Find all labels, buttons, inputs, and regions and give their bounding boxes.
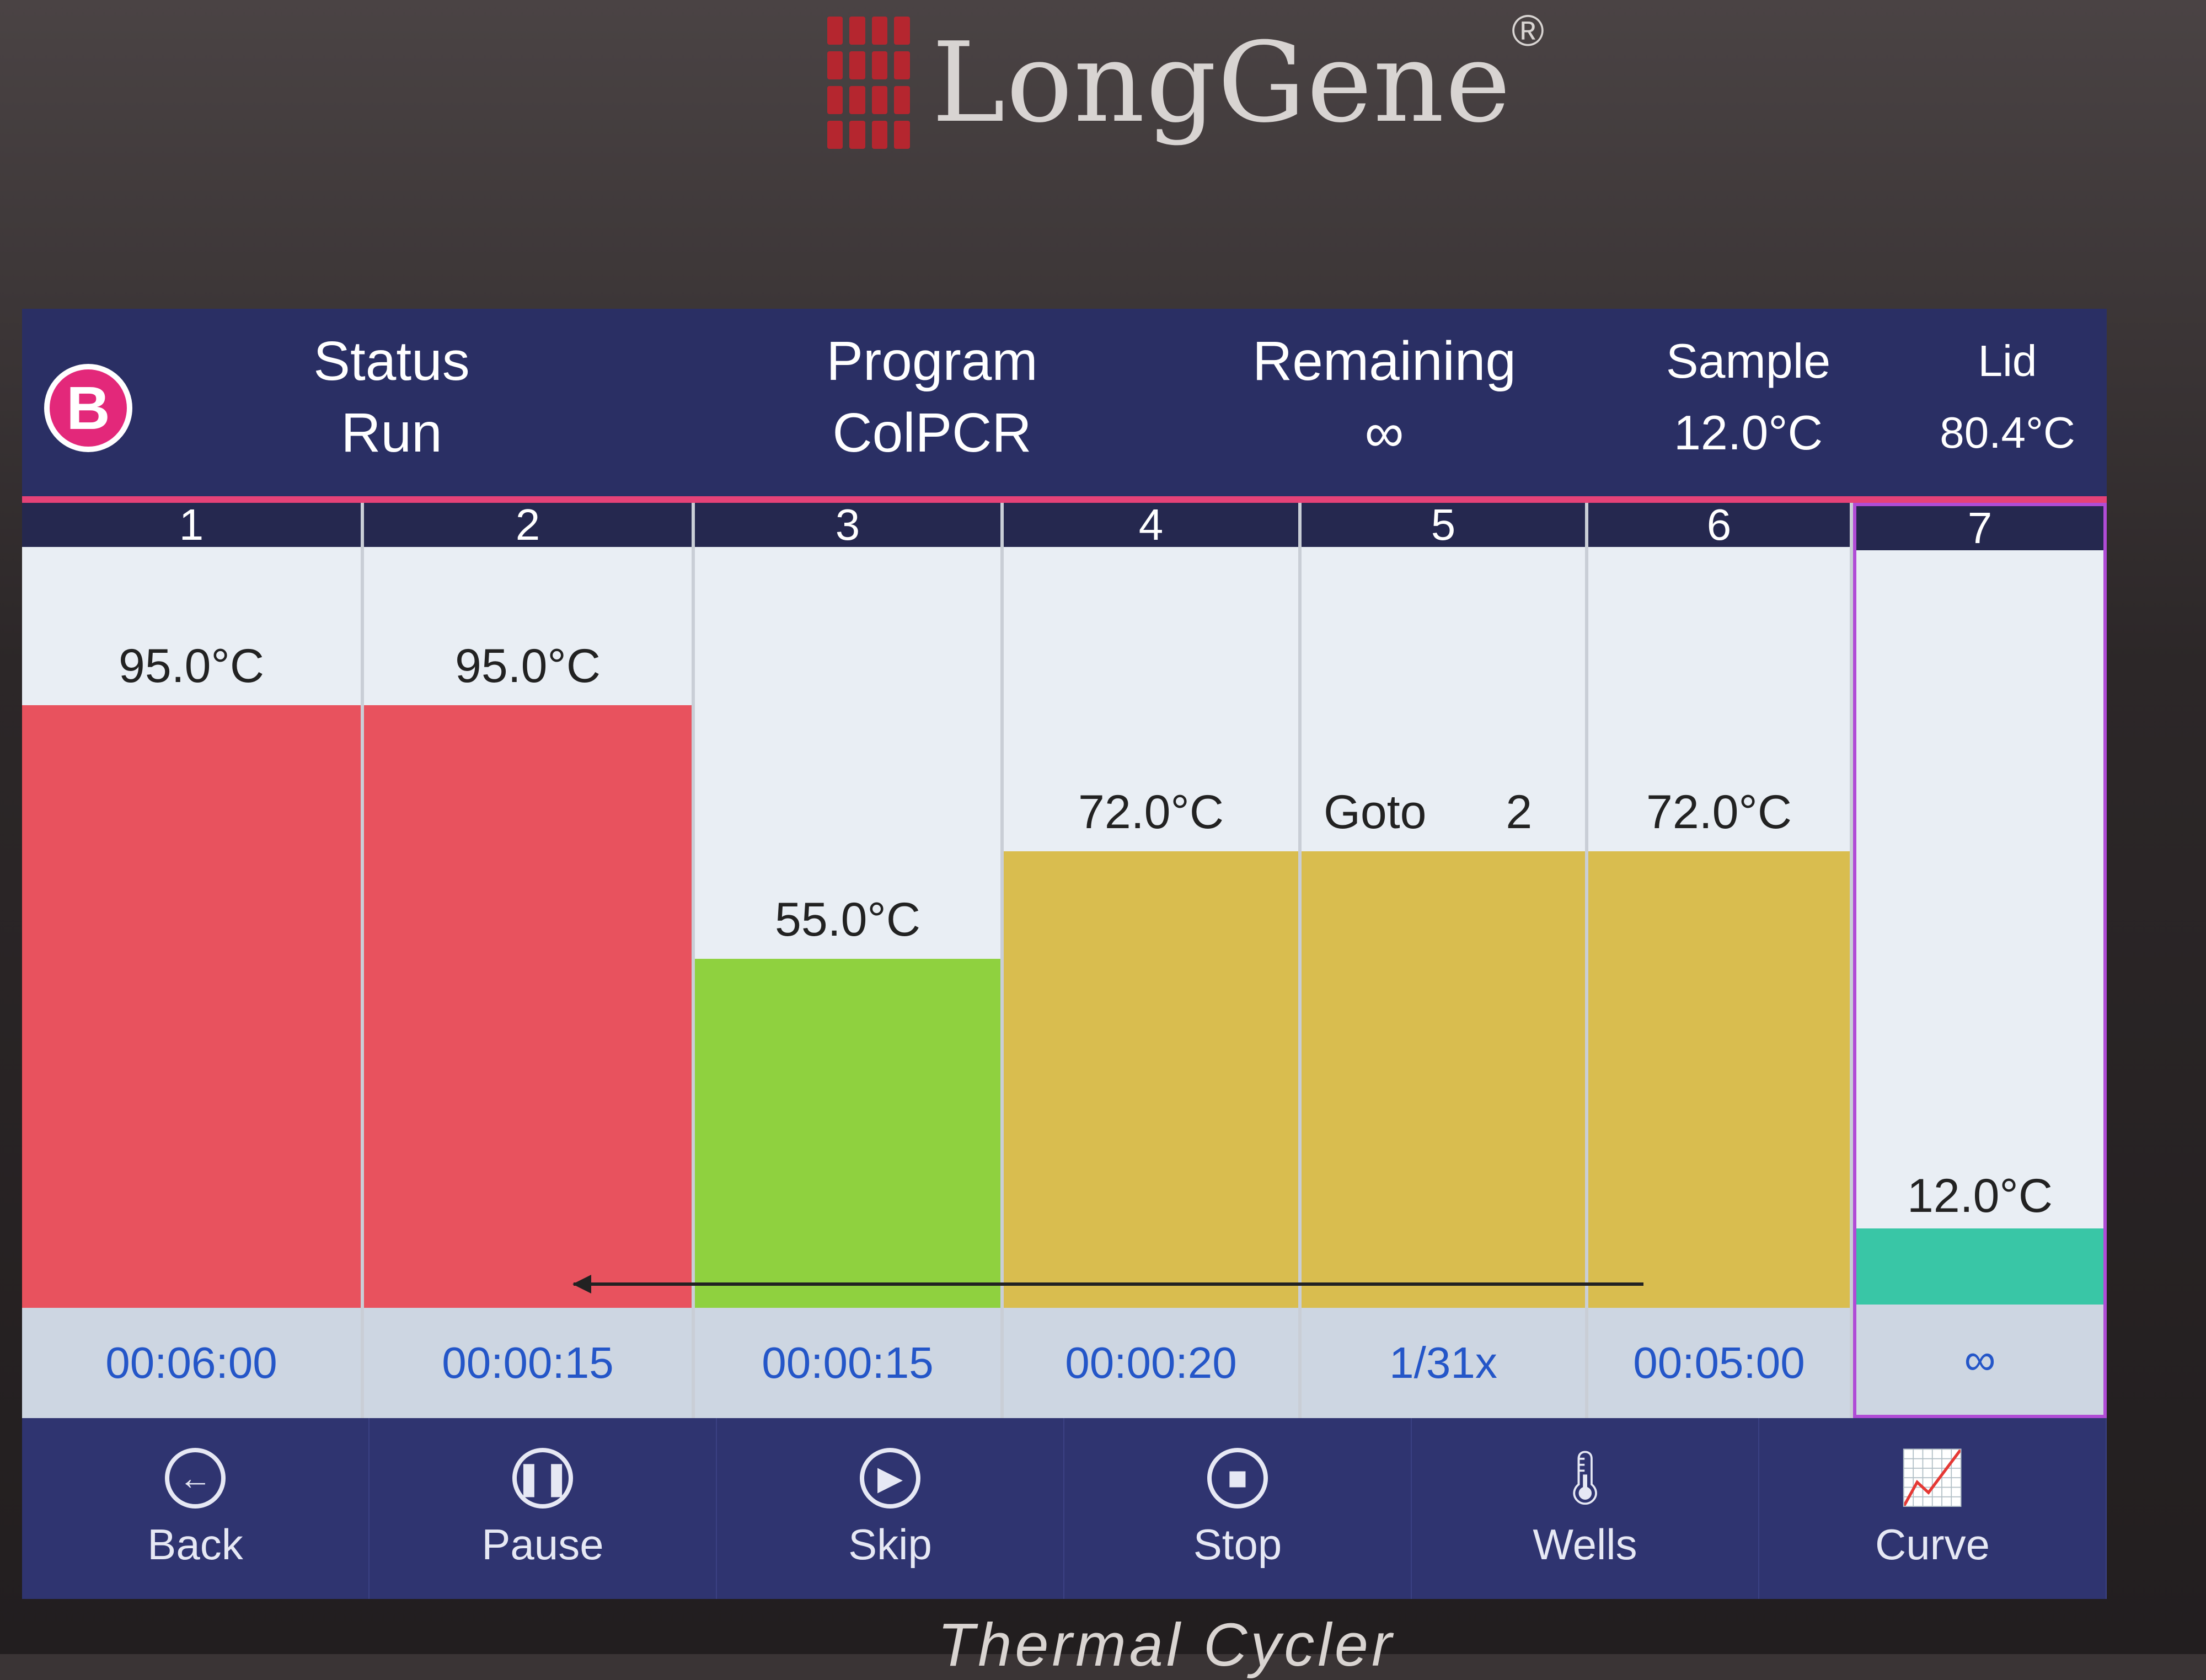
step-number: 4 — [1004, 500, 1298, 549]
brand-name: LongGene — [931, 18, 1512, 147]
step-4[interactable]: 4 72.0°C 00:00:20 — [1004, 500, 1302, 1418]
step-temperature: 95.0°C — [455, 640, 601, 693]
step-3[interactable]: 3 55.0°C 00:00:15 — [695, 500, 1004, 1418]
goto-instruction: Goto 2 — [1324, 785, 1532, 840]
wells-button-label: Wells — [1533, 1520, 1637, 1569]
program-value: ColPCR — [832, 402, 1032, 464]
brand-registered-mark: ® — [1512, 6, 1544, 55]
step-number: 1 — [22, 500, 361, 549]
goto-target-step: 2 — [1506, 786, 1533, 839]
remaining-block: Remaining ∞ — [1191, 325, 1577, 469]
step-temperature-fill — [1588, 851, 1850, 1308]
curve-button-label: Curve — [1875, 1520, 1990, 1569]
block-badge[interactable]: B — [44, 364, 132, 452]
step-temperature-fill — [1004, 851, 1298, 1308]
stop-button-label: Stop — [1193, 1520, 1282, 1569]
step-hold-time[interactable]: 00:00:15 — [695, 1308, 1000, 1418]
step-temperature-fill — [1856, 1228, 2103, 1305]
step-number: 2 — [364, 500, 692, 549]
play-icon: ▶ — [860, 1447, 920, 1509]
status-value: Run — [341, 402, 442, 464]
step-temperature-fill — [364, 705, 692, 1308]
back-button-label: Back — [147, 1520, 243, 1569]
pause-icon: ❚❚ — [512, 1447, 573, 1509]
back-arrow-icon: ← — [165, 1447, 226, 1509]
program-label: Program — [826, 330, 1038, 392]
remaining-label: Remaining — [1252, 330, 1517, 392]
step-hold-time[interactable]: 00:06:00 — [22, 1308, 361, 1418]
step-temperature: 55.0°C — [775, 893, 920, 946]
step-7[interactable]: 7 12.0°C ∞ — [1853, 503, 2107, 1418]
step-2[interactable]: 2 95.0°C 00:00:15 — [364, 500, 695, 1418]
status-block: Status Run — [254, 325, 529, 469]
step-temperature-fill — [1302, 851, 1585, 1308]
pause-button[interactable]: ❚❚ Pause — [370, 1418, 717, 1599]
step-hold-time[interactable]: 00:00:20 — [1004, 1308, 1298, 1418]
step-temperature: 72.0°C — [1078, 786, 1224, 839]
touch-screen: B Status Run Program ColPCR Remaining ∞ … — [22, 309, 2107, 1599]
goto-label: Goto — [1324, 786, 1427, 839]
curve-chart-icon: 📈 — [1899, 1448, 1966, 1507]
step-hold-time[interactable]: 00:05:00 — [1588, 1308, 1850, 1418]
thermometer-icon: 🌡 — [1551, 1448, 1619, 1507]
stop-button[interactable]: ■ Stop — [1064, 1418, 1412, 1599]
step-temperature-fill — [695, 959, 1000, 1308]
step-hold-time[interactable]: ∞ — [1856, 1305, 2103, 1415]
step-number: 5 — [1302, 500, 1585, 549]
program-block: Program ColPCR — [739, 325, 1125, 469]
status-label: Status — [313, 330, 470, 392]
lid-value: 80.4°C — [1940, 408, 2075, 457]
sample-label: Sample — [1666, 334, 1831, 388]
step-temperature: 12.0°C — [1907, 1169, 2053, 1222]
step-5[interactable]: 5 Goto 2 1/31x — [1302, 500, 1588, 1418]
step-hold-time[interactable]: 00:00:15 — [364, 1308, 692, 1418]
brand-mark-icon — [827, 17, 910, 149]
lid-label: Lid — [1978, 336, 2037, 385]
step-temperature: 95.0°C — [119, 640, 264, 693]
status-header: B Status Run Program ColPCR Remaining ∞ … — [22, 309, 2107, 503]
stop-icon: ■ — [1207, 1447, 1268, 1509]
step-temperature: 72.0°C — [1646, 786, 1792, 839]
remaining-value: ∞ — [1364, 402, 1404, 464]
step-temperature-fill — [22, 705, 361, 1308]
step-number: 6 — [1588, 500, 1850, 549]
cycle-counter[interactable]: 1/31x — [1302, 1308, 1585, 1418]
pause-button-label: Pause — [481, 1520, 604, 1569]
back-button[interactable]: ← Back — [22, 1418, 370, 1599]
curve-button[interactable]: 📈 Curve — [1759, 1418, 2107, 1599]
program-steps: 1 95.0°C 00:06:00 2 95.0°C 00:00:15 3 55… — [22, 500, 2107, 1418]
sample-value: 12.0°C — [1673, 405, 1823, 460]
action-bar: ← Back ❚❚ Pause ▶ Skip ■ Stop 🌡 Wells 📈 … — [22, 1418, 2107, 1599]
device-model-label: Thermal Cycler — [938, 1611, 1395, 1679]
goto-loop-arrow — [572, 1275, 1643, 1293]
step-number: 3 — [695, 500, 1000, 549]
lid-block: Lid 80.4°C — [1925, 325, 2090, 469]
step-6[interactable]: 6 72.0°C 00:05:00 — [1588, 500, 1853, 1418]
sample-block: Sample 12.0°C — [1610, 325, 1886, 469]
brand-logo: LongGene ® — [827, 0, 1544, 165]
skip-button[interactable]: ▶ Skip — [717, 1418, 1064, 1599]
step-1[interactable]: 1 95.0°C 00:06:00 — [22, 500, 364, 1418]
wells-button[interactable]: 🌡 Wells — [1412, 1418, 1759, 1599]
step-number: 7 — [1856, 503, 2103, 552]
skip-button-label: Skip — [848, 1520, 932, 1569]
